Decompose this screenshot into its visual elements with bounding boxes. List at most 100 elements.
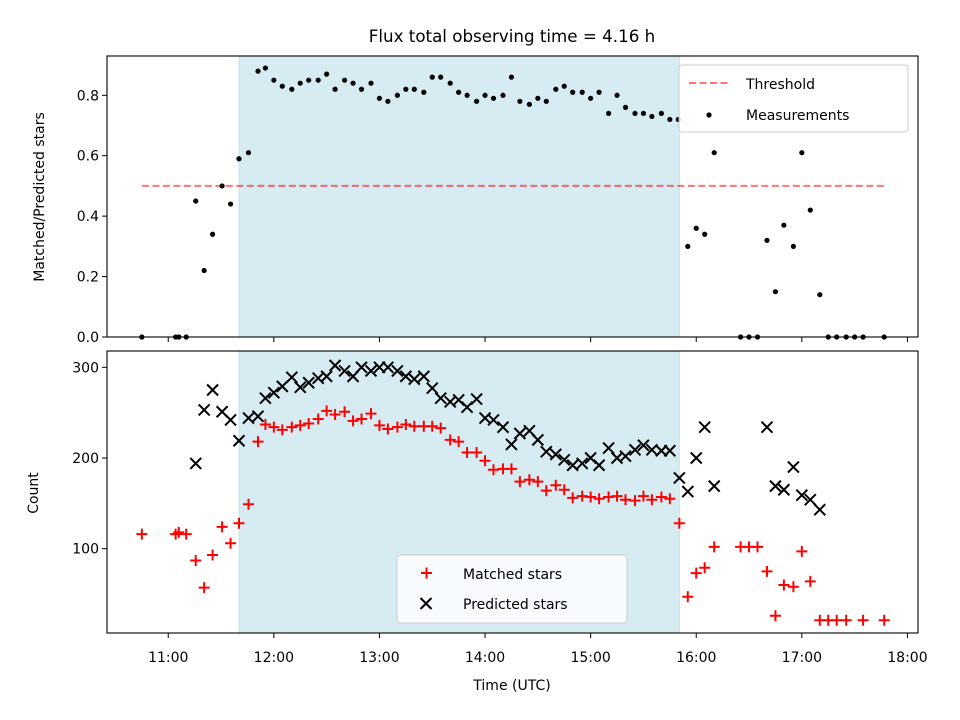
bottom-axes-frame [106, 350, 919, 634]
x-tick-label: 16:00 [676, 650, 716, 666]
measurement-point [358, 86, 365, 92]
predicted-star-point [408, 372, 421, 386]
matched-star-point [778, 579, 790, 591]
predicted-star-point [242, 411, 255, 425]
bottom-y-tick-label: 100 [72, 542, 99, 558]
measurement-point [368, 80, 374, 86]
matched-star-point [382, 423, 394, 435]
measurement-point [227, 201, 234, 207]
measurements-legend-swatch [706, 112, 712, 118]
predicted-star-point [320, 370, 333, 383]
predicted-star-point [505, 438, 518, 451]
predicted-star-point [531, 433, 545, 447]
bottom-y-tick-label: 200 [72, 451, 99, 467]
top-x-ticks [167, 337, 908, 342]
top-y-tick-label: 0.8 [77, 88, 99, 104]
measurement-point [667, 116, 673, 123]
matched-star-point [294, 419, 306, 431]
measurement-point [456, 89, 462, 95]
measurement-point [464, 92, 470, 98]
matched-star-point [303, 418, 315, 430]
measurement-point [517, 98, 523, 104]
matched-star-point [329, 408, 341, 420]
measurement-point [271, 77, 277, 83]
matched-star-point [761, 565, 773, 577]
bottom-y-tick-label: 300 [72, 360, 99, 376]
measurement-point [553, 86, 559, 92]
matched-star-point [225, 537, 237, 549]
matched-star-point [655, 491, 667, 503]
matched-star-point [355, 413, 367, 425]
measurement-point [772, 289, 779, 295]
measurement-point [817, 292, 823, 298]
measurement-point [201, 267, 207, 274]
matched-star-point [435, 422, 447, 434]
matched-star-point [252, 436, 264, 448]
predicted-star-point [602, 441, 615, 455]
matched-star-point [646, 494, 658, 506]
matched-legend-label: Matched stars [463, 567, 562, 583]
measurement-point [543, 98, 549, 104]
matched-star-point [268, 421, 280, 433]
matched-star-point [699, 562, 711, 574]
matched-star-point [471, 447, 483, 459]
top-y-tick-label: 0.6 [77, 149, 99, 165]
top-y-tick-label: 0.2 [77, 270, 99, 286]
measurement-point [807, 207, 813, 213]
predicted-star-point [777, 483, 791, 496]
measurement-point [438, 74, 444, 80]
x-tick-label: 15:00 [570, 650, 610, 666]
measurement-point [306, 77, 312, 83]
matched-star-point [558, 484, 570, 496]
measurement-point [385, 98, 391, 104]
predicted-star-point [417, 370, 431, 383]
matched-star-point [787, 581, 799, 593]
predicted-star-point [328, 359, 342, 372]
matched-star-point [136, 528, 148, 540]
matched-star-point [532, 476, 544, 488]
measurement-point [447, 80, 453, 86]
predicted-star-point [566, 459, 579, 472]
matched-star-point [611, 490, 623, 502]
measurement-point [702, 231, 708, 237]
matched-star-point [233, 517, 245, 529]
predicted-star-point [338, 364, 351, 378]
measurement-point [279, 83, 285, 89]
predicted-star-point [549, 448, 563, 461]
matched-star-point [408, 420, 420, 432]
matched-star-point [619, 494, 631, 506]
measurements-points [139, 65, 887, 340]
measurement-point [490, 95, 497, 101]
predicted-star-point [681, 485, 695, 498]
x-tick-label: 18:00 [887, 650, 927, 666]
measurement-point [255, 68, 261, 74]
predicted-star-point [364, 364, 378, 378]
predicted-star-point [795, 488, 809, 502]
measurement-point [421, 89, 427, 95]
predicted-star-point [224, 413, 237, 427]
matched-star-point [400, 418, 412, 430]
measurements-legend-label: Measurements [746, 108, 849, 124]
predicted-star-point [294, 381, 307, 394]
measurement-point [411, 86, 417, 92]
measurement-point [403, 86, 409, 92]
matched-star-point [840, 614, 852, 626]
measurement-point [614, 92, 620, 98]
matched-star-point [479, 455, 491, 467]
measurement-point [324, 71, 330, 77]
matched-star-point [321, 405, 333, 417]
matched-star-point [593, 493, 605, 505]
measurement-point [262, 65, 268, 71]
predicted-star-point [619, 449, 632, 463]
predicted-star-point [513, 427, 527, 440]
measurement-point [596, 89, 602, 95]
top-shaded-span [238, 55, 680, 338]
predicted-star-point [285, 371, 299, 384]
predicted-star-point [189, 457, 202, 470]
bottom-legend-box [396, 554, 628, 624]
matched-star-point [796, 545, 808, 557]
predicted-star-point [558, 453, 571, 467]
predicted-star-point [760, 420, 774, 434]
predicted-star-point [637, 439, 650, 452]
